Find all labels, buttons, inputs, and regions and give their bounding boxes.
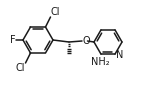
Text: Cl: Cl — [15, 63, 25, 74]
Text: F: F — [10, 35, 15, 45]
Text: N: N — [117, 50, 124, 60]
Text: O: O — [83, 36, 90, 46]
Text: NH₂: NH₂ — [91, 57, 109, 67]
Text: Cl: Cl — [51, 7, 60, 17]
